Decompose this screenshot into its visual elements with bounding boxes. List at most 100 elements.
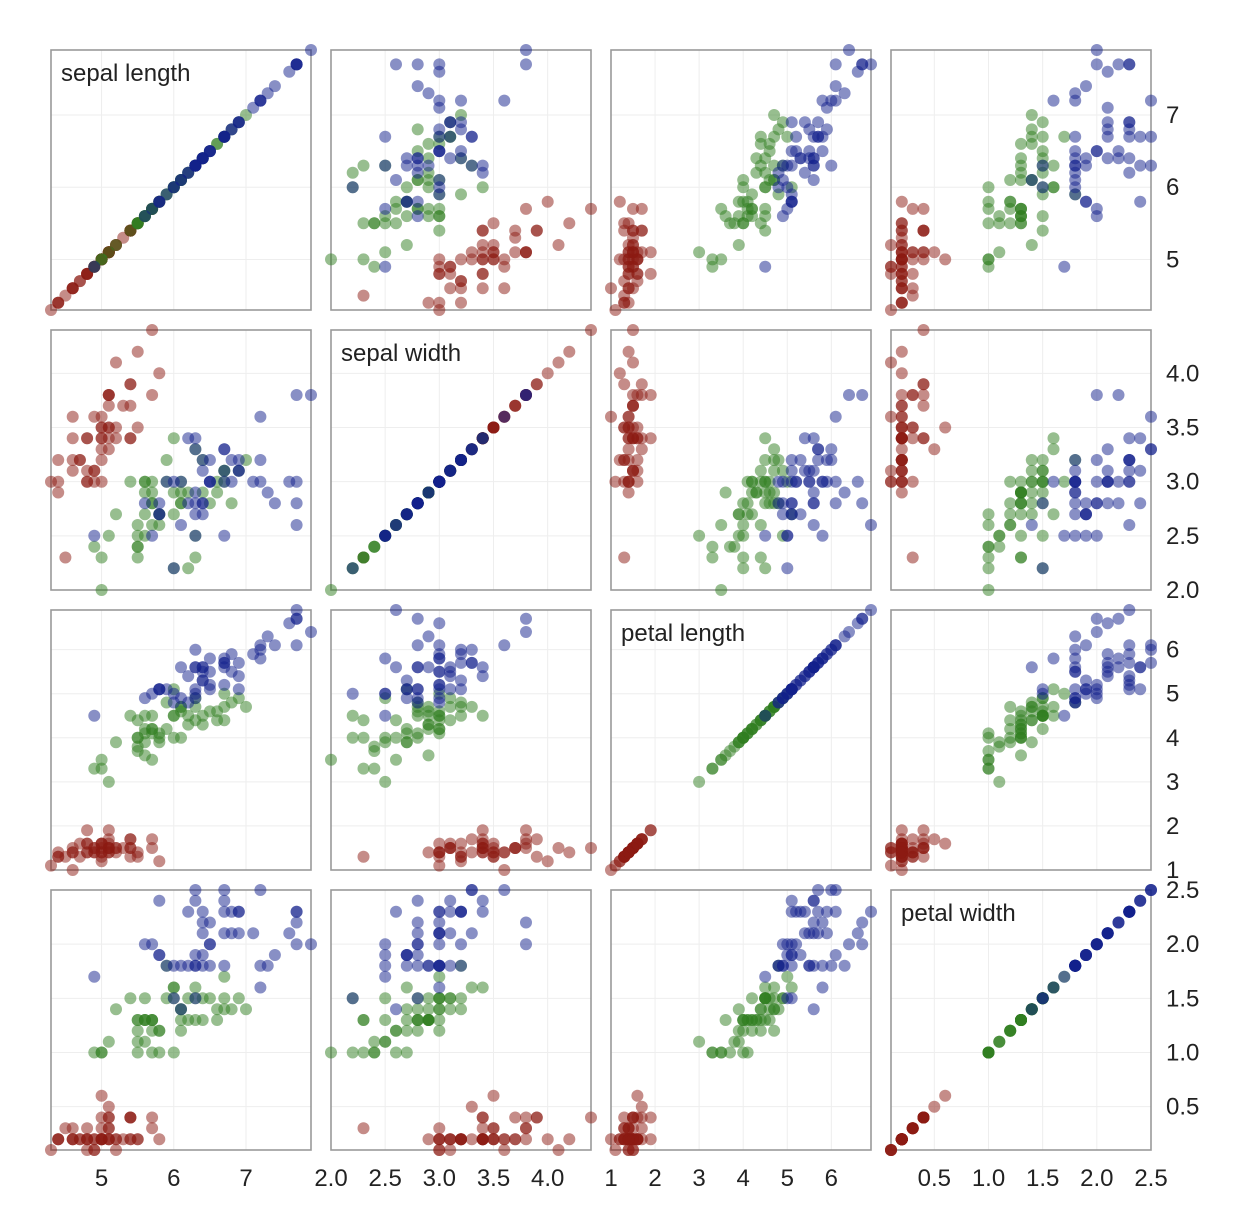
data-point-species-1: [110, 356, 122, 369]
data-point-species-3: [189, 529, 202, 542]
data-point-species-3: [1123, 639, 1136, 652]
data-point-species-3: [820, 905, 833, 918]
data-point-species-3: [444, 683, 457, 696]
data-point-species-3: [160, 188, 173, 201]
data-point-species-3: [268, 497, 281, 510]
data-point-species-2: [982, 519, 995, 531]
data-point-species-2: [724, 540, 736, 553]
data-point-species-3: [1090, 454, 1103, 466]
y-tick-label: 4.0: [1166, 360, 1199, 387]
data-point-species-1: [476, 1133, 489, 1146]
data-point-species-2: [368, 745, 381, 757]
data-point-species-3: [1080, 508, 1092, 521]
x-tick-label: 0.5: [918, 1165, 951, 1192]
data-point-species-2: [763, 475, 776, 488]
data-point-species-3: [812, 116, 825, 129]
x-tick-label: 6: [167, 1165, 180, 1192]
data-point-species-1: [885, 464, 897, 477]
data-point-species-3: [1134, 130, 1147, 143]
data-point-species-3: [1101, 65, 1114, 78]
data-point-species-3: [820, 454, 833, 466]
data-point-species-3: [1080, 529, 1092, 542]
data-point-species-1: [885, 475, 897, 488]
data-point-species-2: [993, 540, 1006, 553]
data-point-species-1: [455, 837, 467, 850]
data-point-species-3: [422, 159, 435, 172]
data-point-species-2: [768, 486, 781, 499]
data-point-species-1: [102, 824, 115, 837]
data-point-species-1: [95, 421, 108, 434]
data-point-species-1: [95, 1089, 108, 1102]
data-point-species-1: [498, 846, 511, 859]
x-tick-label: 4.0: [531, 1165, 564, 1192]
data-point-species-1: [622, 1122, 635, 1135]
data-point-species-2: [400, 736, 413, 749]
data-point-species-3: [411, 916, 424, 929]
data-point-species-2: [422, 202, 435, 215]
data-point-species-3: [843, 938, 855, 951]
panel-frame: [330, 889, 592, 1151]
data-point-species-1: [917, 1111, 930, 1124]
data-point-species-2: [400, 239, 413, 251]
data-point-species-1: [433, 1144, 446, 1156]
data-point-species-2: [982, 508, 995, 521]
data-point-species-3: [785, 454, 798, 466]
data-point-species-1: [487, 421, 500, 434]
data-point-species-1: [509, 1111, 522, 1124]
data-point-species-3: [189, 687, 202, 700]
data-point-species-3: [1101, 661, 1114, 674]
data-point-species-3: [290, 639, 303, 652]
data-point-species-1: [895, 231, 908, 244]
data-point-species-3: [465, 884, 478, 896]
data-point-species-3: [1145, 410, 1157, 423]
data-point-species-1: [487, 239, 500, 251]
data-point-species-3: [254, 884, 267, 896]
data-point-species-2: [110, 508, 122, 521]
data-point-species-1: [917, 389, 930, 401]
data-point-species-3: [772, 497, 785, 510]
data-point-species-3: [1069, 130, 1082, 143]
data-point-species-3: [175, 661, 187, 674]
data-point-species-1: [444, 1144, 457, 1156]
data-point-species-3: [455, 959, 467, 972]
data-point-species-1: [622, 1144, 635, 1156]
data-point-species-3: [218, 130, 231, 143]
data-point-species-2: [131, 540, 144, 553]
data-point-species-3: [1134, 683, 1147, 696]
data-point-species-3: [1090, 692, 1103, 705]
data-point-species-1: [102, 1100, 115, 1113]
data-point-species-3: [196, 905, 209, 918]
data-point-species-1: [509, 1133, 522, 1146]
data-point-species-2: [750, 718, 763, 731]
data-point-species-3: [829, 949, 842, 961]
data-point-species-2: [1025, 486, 1038, 499]
data-point-species-3: [520, 938, 532, 951]
data-point-species-1: [95, 475, 108, 488]
data-point-species-1: [906, 551, 919, 564]
data-point-species-3: [798, 432, 811, 445]
data-point-species-1: [433, 1133, 446, 1146]
data-point-species-1: [487, 1122, 500, 1135]
data-point-species-3: [1134, 432, 1147, 445]
data-point-species-3: [1069, 475, 1082, 488]
data-point-species-3: [400, 508, 413, 521]
data-point-species-2: [1036, 464, 1049, 477]
data-point-species-3: [1134, 159, 1147, 172]
data-point-species-1: [455, 253, 467, 266]
data-point-species-2: [768, 1024, 781, 1037]
data-point-species-3: [433, 665, 446, 678]
data-point-species-2: [379, 1014, 392, 1026]
data-point-species-3: [160, 475, 173, 488]
data-point-species-3: [1069, 188, 1082, 201]
data-point-species-3: [218, 464, 231, 477]
data-point-species-3: [856, 389, 869, 401]
data-point-species-3: [772, 696, 785, 709]
data-point-species-3: [1123, 432, 1136, 445]
data-point-species-1: [895, 253, 908, 266]
data-point-species-3: [305, 389, 317, 401]
data-point-species-1: [465, 846, 478, 859]
data-point-species-2: [110, 736, 122, 749]
data-point-species-3: [433, 938, 446, 951]
data-point-species-1: [498, 864, 511, 876]
